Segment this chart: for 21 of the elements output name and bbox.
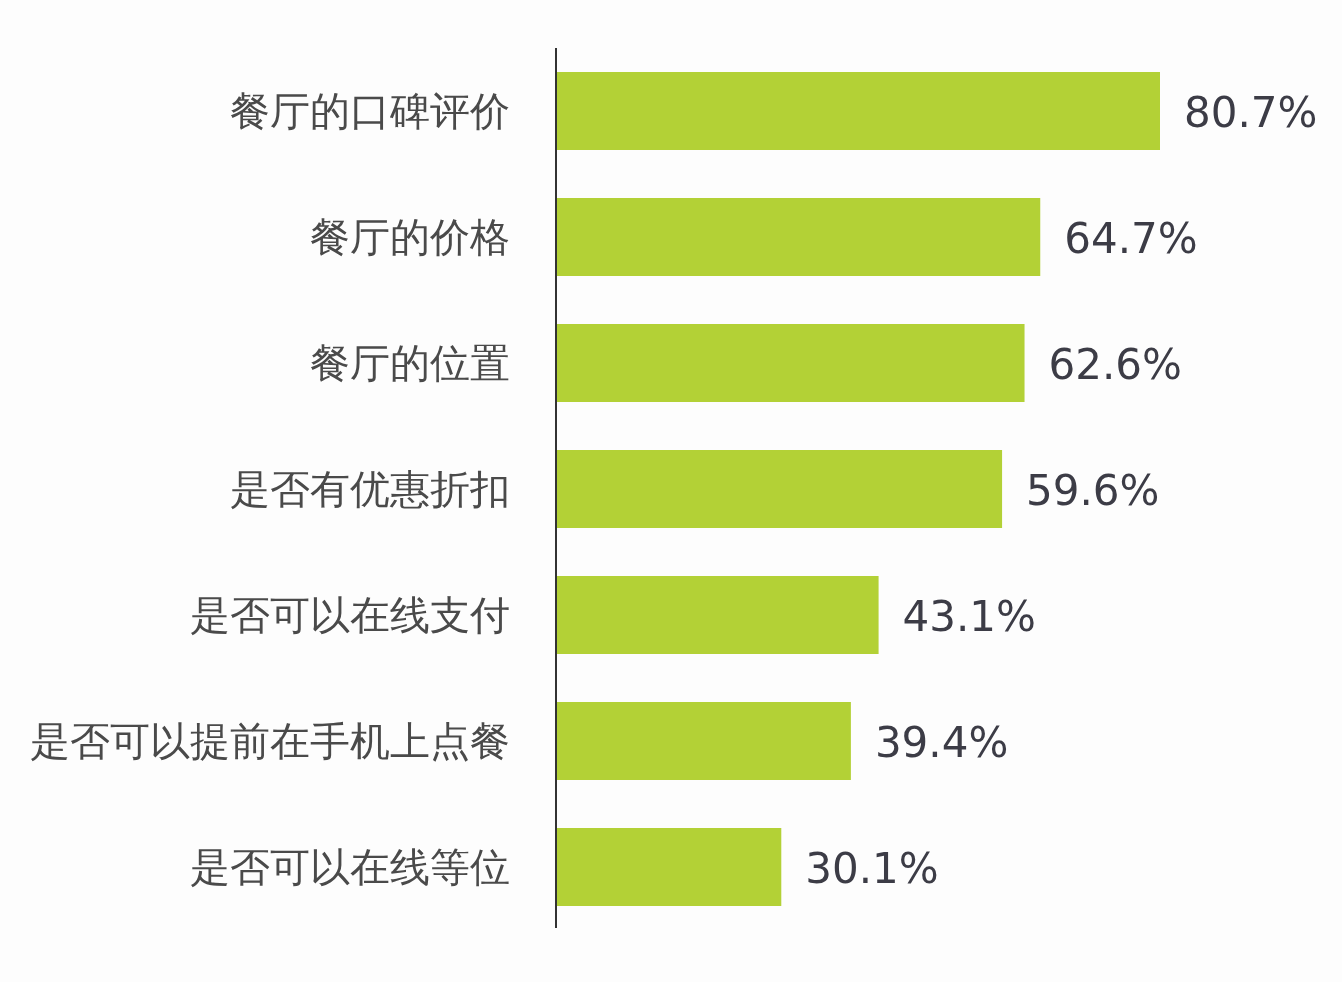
bar xyxy=(556,72,1160,150)
y-tick-label: 是否可以提前在手机上点餐 xyxy=(30,718,510,764)
y-tick-label: 是否有优惠折扣 xyxy=(230,466,510,512)
y-tick-label: 餐厅的口碑评价 xyxy=(230,88,510,134)
data-label: 43.1% xyxy=(902,592,1037,641)
data-label: 64.7% xyxy=(1064,214,1198,263)
bar xyxy=(556,828,782,906)
data-label: 62.6% xyxy=(1048,340,1182,389)
y-tick-label: 餐厅的价格 xyxy=(310,214,510,260)
bar xyxy=(556,576,879,654)
data-label: 59.6% xyxy=(1026,466,1160,515)
y-tick-label: 是否可以在线支付 xyxy=(190,592,510,638)
data-label: 30.1% xyxy=(805,844,939,893)
bar xyxy=(556,702,851,780)
y-tick-label: 是否可以在线等位 xyxy=(190,844,510,890)
data-label: 80.7% xyxy=(1184,88,1318,137)
y-tick-label: 餐厅的位置 xyxy=(310,340,510,386)
bar xyxy=(556,450,1003,528)
data-label: 39.4% xyxy=(874,718,1009,767)
bar xyxy=(556,324,1025,402)
bar xyxy=(556,198,1041,276)
